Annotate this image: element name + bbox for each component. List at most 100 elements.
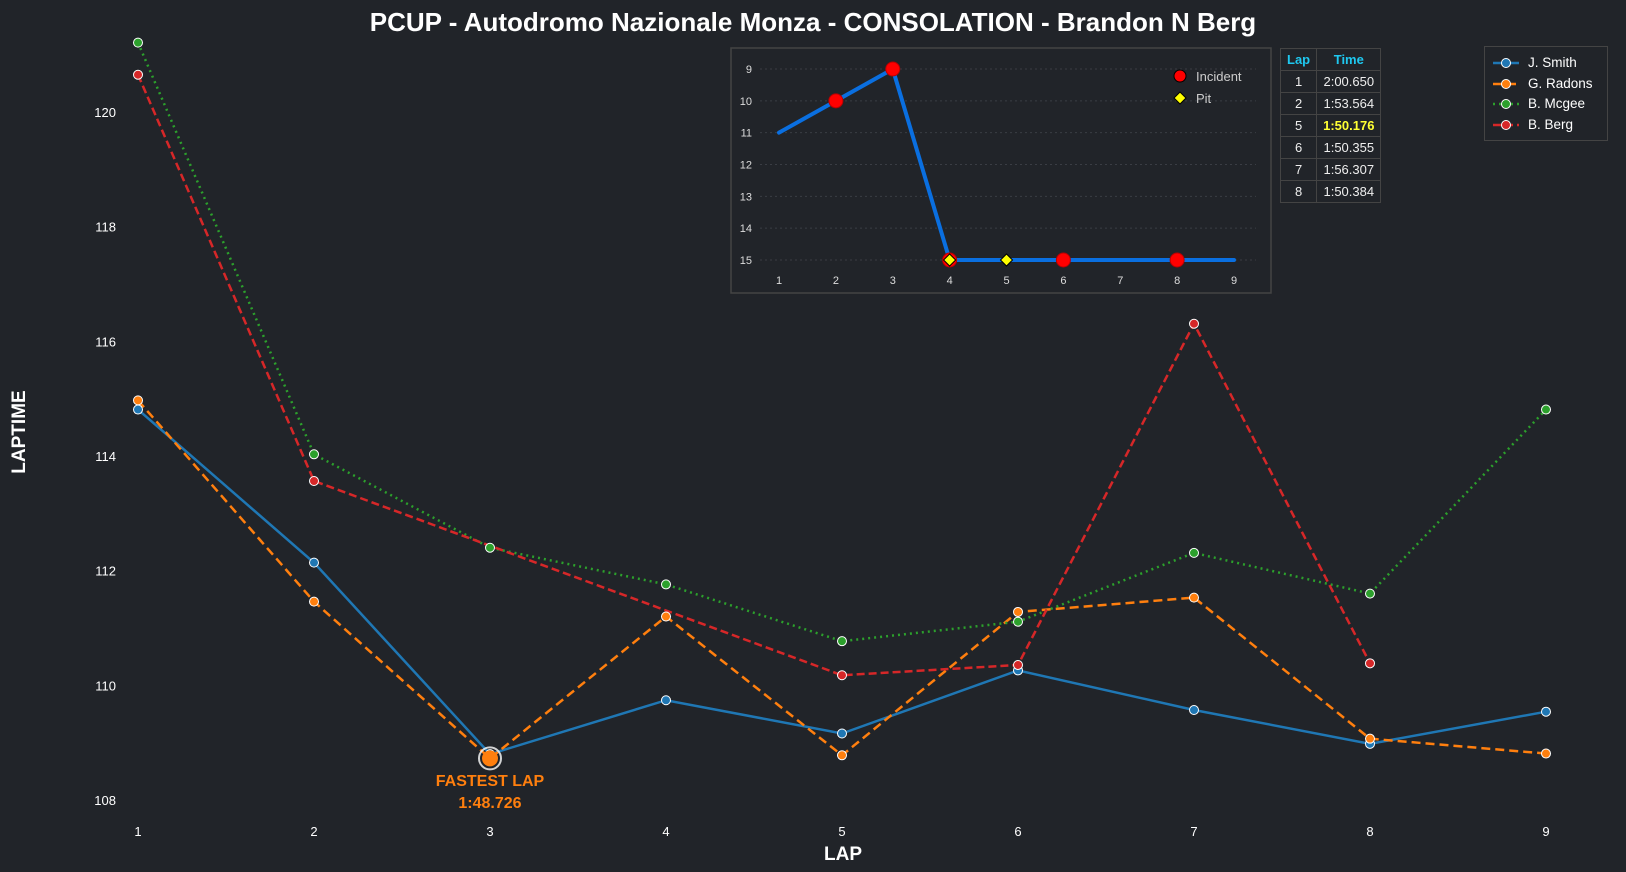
fastest-lap-time: 1:48.726 [458, 795, 521, 812]
data-point [1189, 704, 1199, 715]
x-tick-label: 4 [662, 824, 669, 839]
inset-y-tick: 14 [740, 223, 752, 235]
incident-marker [828, 93, 844, 109]
inset-x-tick: 1 [776, 275, 782, 287]
data-point [837, 750, 847, 761]
inset-x-tick: 8 [1174, 275, 1180, 287]
chart-title: PCUP - Autodromo Nazionale Monza - CONSO… [370, 7, 1256, 37]
incident-legend-icon [1173, 69, 1187, 83]
y-tick-label: 112 [95, 564, 116, 579]
x-tick-label: 6 [1014, 824, 1021, 839]
inset-legend-incident: Incident [1196, 69, 1242, 84]
legend-item: B. Mcgee [1492, 94, 1607, 115]
legend-item: G. Radons [1492, 74, 1607, 95]
table-header-time: Time [1316, 48, 1382, 71]
incident-marker [885, 61, 901, 77]
x-tick-label: 3 [486, 824, 493, 839]
table-header-lap: Lap [1279, 48, 1318, 71]
lap-cell: 6 [1279, 136, 1318, 159]
legend-label: B. Mcgee [1528, 96, 1586, 112]
legend-label: G. Radons [1528, 75, 1593, 91]
series-line-b-berg [136, 74, 1372, 677]
y-tick-label: 118 [95, 220, 116, 235]
data-point [837, 670, 847, 681]
table-row: 6 1:50.355 [1279, 136, 1382, 159]
pit-marker [999, 253, 1014, 267]
inset-x-tick: 3 [890, 275, 896, 287]
data-point [661, 611, 671, 622]
x-tick-label: 2 [310, 824, 317, 839]
lap-cell: 5 [1279, 114, 1318, 137]
time-cell: 1:53.564 [1316, 92, 1382, 115]
inset-y-tick: 13 [740, 191, 752, 203]
x-tick-label: 5 [838, 824, 845, 839]
lap-cell: 8 [1279, 180, 1318, 203]
data-point [661, 695, 671, 706]
time-cell: 1:50.355 [1316, 136, 1382, 159]
table-row: 5 1:50.176 [1279, 114, 1382, 137]
legend-line-icon [1493, 78, 1519, 89]
inset-x-tick: 7 [1117, 275, 1123, 287]
data-point [309, 596, 319, 607]
y-tick-label: 120 [94, 105, 116, 120]
lap-cell: 1 [1279, 70, 1318, 93]
inset-y-tick: 11 [741, 128, 752, 140]
fastest-lap-marker-fill [482, 750, 498, 767]
data-point [133, 37, 143, 48]
table-row: 1 2:00.650 [1279, 70, 1382, 93]
legend-line-icon [1493, 58, 1519, 69]
data-point [1013, 659, 1023, 670]
inset-legend-pit: Pit [1196, 91, 1212, 106]
data-point [309, 557, 319, 568]
data-point [837, 636, 847, 647]
fastest-lap-marker [478, 746, 502, 771]
x-tick-label: 1 [134, 824, 141, 839]
table-row: 2 1:53.564 [1279, 92, 1382, 115]
inset-x-tick: 4 [947, 275, 953, 287]
pit-legend-icon [1173, 91, 1187, 105]
legend-label: B. Berg [1528, 116, 1574, 132]
inset-x-tick: 5 [1003, 275, 1009, 287]
legend-label: J. Smith [1528, 55, 1577, 71]
legend-item: B. Berg [1492, 115, 1607, 136]
y-tick-label: 114 [95, 449, 116, 464]
chart-legend: J. Smith G. Radons B. Mcgee B. Berg [1484, 46, 1608, 141]
inset-y-tick: 10 [740, 96, 752, 108]
data-point [133, 404, 143, 415]
data-point [1541, 404, 1551, 415]
data-point [1189, 592, 1199, 603]
lap-time-table: Lap Time 1 2:00.650 2 1:53.564 5 1:50.176 6 1:5… [1279, 48, 1382, 203]
lap-cell: 7 [1279, 158, 1318, 181]
legend-line-icon [1493, 99, 1519, 110]
time-cell: 2:00.650 [1316, 70, 1382, 93]
incident-marker [1055, 252, 1071, 268]
x-tick-label: 7 [1190, 824, 1197, 839]
data-point [309, 475, 319, 486]
x-tick-label: 9 [1542, 824, 1549, 839]
series-line-g-radons [137, 399, 1547, 761]
x-axis-label: LAP [824, 844, 862, 865]
inset-y-tick: 12 [740, 160, 752, 172]
data-point [1365, 588, 1375, 599]
series-line-j-smith [137, 408, 1547, 756]
data-point [1365, 733, 1375, 744]
table-row: 7 1:56.307 [1279, 158, 1382, 181]
data-point [133, 395, 143, 406]
data-point [1365, 658, 1375, 669]
inset-x-tick: 6 [1060, 275, 1066, 287]
fastest-lap-label: FASTEST LAP [436, 773, 545, 790]
time-cell: 1:50.176 [1316, 114, 1382, 137]
time-cell: 1:50.384 [1316, 180, 1382, 203]
data-point [1013, 616, 1023, 627]
data-point [1541, 748, 1551, 759]
lap-cell: 2 [1279, 92, 1318, 115]
data-point [837, 728, 847, 739]
position-inset-frame [730, 47, 1272, 294]
inset-y-tick: 15 [740, 255, 752, 267]
y-tick-label: 110 [95, 678, 116, 693]
incident-marker [1169, 252, 1185, 268]
data-point [1189, 547, 1199, 558]
data-point [485, 542, 495, 553]
legend-line-icon [1493, 119, 1519, 130]
